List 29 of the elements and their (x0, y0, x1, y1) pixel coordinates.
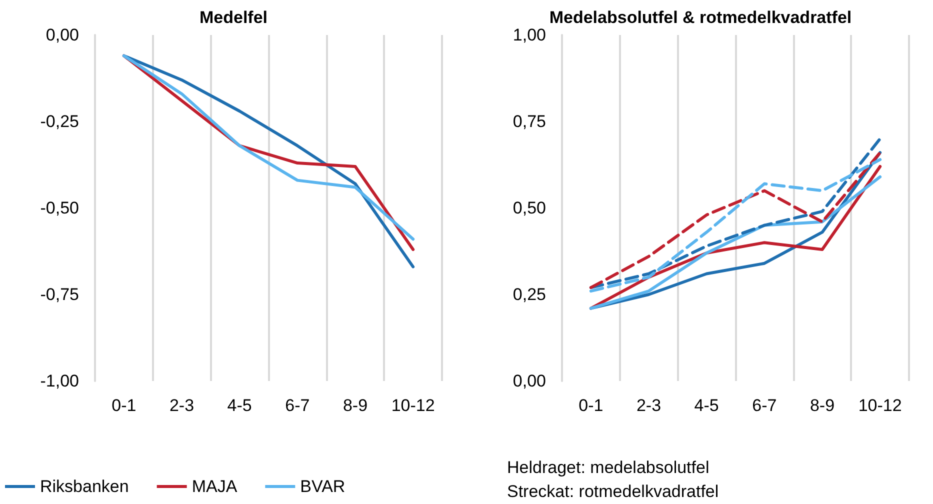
y-tick-label: -1,00 (40, 372, 79, 390)
legend-label: Riksbanken (40, 477, 129, 496)
chart-title: Medelabsolutfel & rotmedelkvadratfel (548, 8, 852, 27)
x-tick-label: 10-12 (858, 396, 902, 415)
y-tick-label: 1,00 (512, 26, 546, 44)
y-tick-label: 0,75 (512, 112, 546, 131)
x-tick-label: 2-3 (636, 396, 661, 415)
x-tick-label: 4-5 (227, 396, 252, 415)
y-tick-label: -0,50 (40, 198, 79, 218)
x-tick-label: 0-1 (578, 396, 603, 415)
x-tick-label: 6-7 (752, 396, 776, 415)
legend-label: BVAR (300, 477, 346, 496)
text: Streckat: rotmedelkvadratfel (506, 482, 718, 501)
x-tick-label: 8-9 (342, 396, 368, 415)
x-tick-label: 8-9 (809, 396, 834, 415)
x-tick-label: 4-5 (694, 396, 718, 415)
y-tick-label: -0,75 (40, 285, 79, 304)
x-tick-label: 2-3 (169, 396, 194, 415)
y-tick-label: 0,50 (512, 198, 546, 218)
x-tick-label: 10-12 (391, 396, 435, 415)
x-tick-label: 0-1 (112, 396, 136, 415)
legend-label: MAJA (192, 477, 238, 496)
chart-title: Medelfel (199, 8, 268, 27)
y-tick-label: 0,00 (46, 26, 79, 44)
x-tick-label: 6-7 (285, 396, 310, 415)
y-tick-label: -0,25 (40, 112, 79, 131)
y-tick-label: 0,25 (512, 285, 546, 304)
text: Heldraget: medelabsolutfel (506, 458, 709, 477)
y-tick-label: 0,00 (512, 372, 546, 390)
